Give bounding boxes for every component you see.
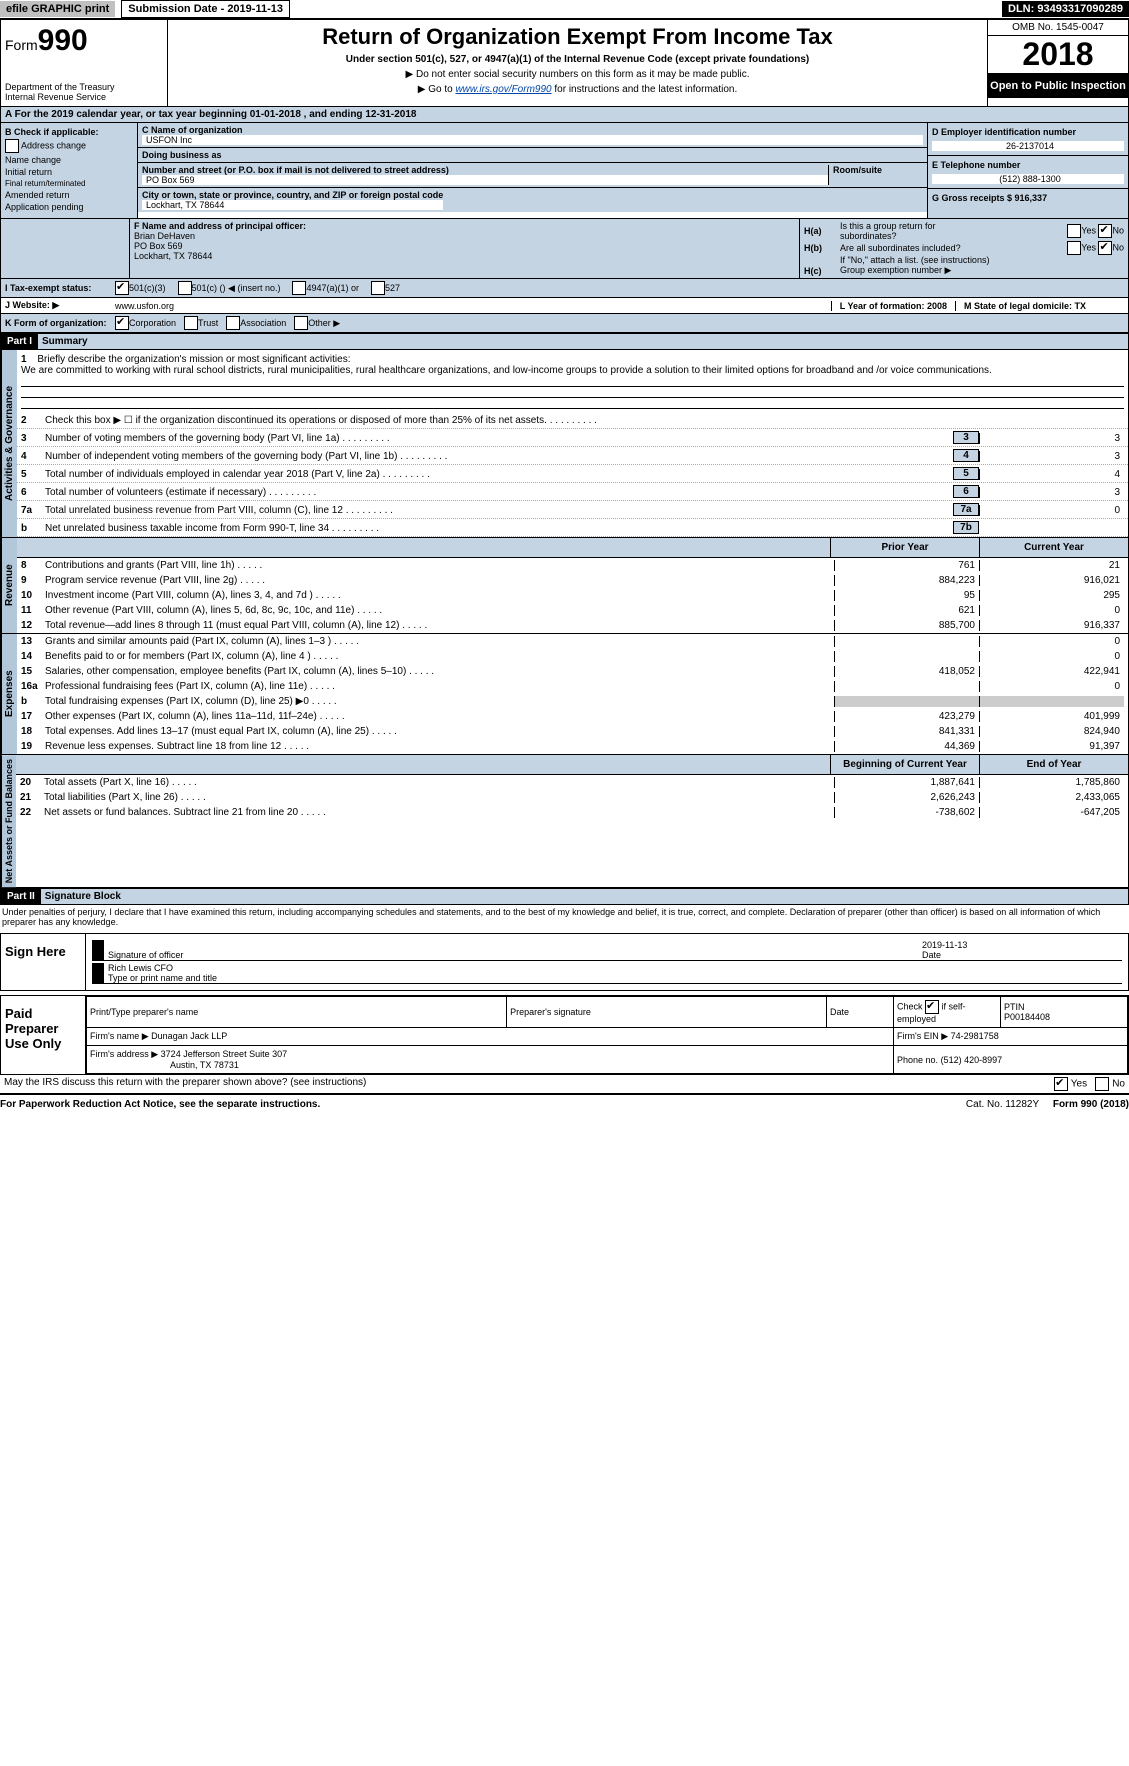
form-label: Form bbox=[5, 37, 38, 53]
tax-year: 2018 bbox=[988, 36, 1128, 74]
activities-vert-label: Activities & Governance bbox=[1, 350, 17, 537]
gross-label: G Gross receipts $ 916,337 bbox=[932, 193, 1047, 203]
dba-label: Doing business as bbox=[142, 150, 222, 160]
sign-here-label: Sign Here bbox=[1, 934, 86, 990]
form-subtitle: Under section 501(c), 527, or 4947(a)(1)… bbox=[172, 54, 983, 65]
trust-checkbox[interactable] bbox=[184, 316, 198, 330]
discuss-yes-checkbox[interactable] bbox=[1054, 1077, 1068, 1091]
ein-val: 26-2137014 bbox=[932, 141, 1124, 151]
expenses-vert-label: Expenses bbox=[1, 634, 17, 754]
addr-label: Number and street (or P.O. box if mail i… bbox=[142, 165, 449, 175]
page-footer: For Paperwork Reduction Act Notice, see … bbox=[0, 1095, 1129, 1114]
instr-1: ▶ Do not enter social security numbers o… bbox=[172, 69, 983, 80]
name-org-label: C Name of organization bbox=[142, 125, 243, 135]
addr-change-checkbox[interactable] bbox=[5, 139, 19, 153]
hb-no-checkbox[interactable] bbox=[1098, 241, 1112, 255]
instr-2-post: for instructions and the latest informat… bbox=[554, 84, 737, 95]
part-i-title: Summary bbox=[42, 336, 88, 347]
part-ii-hdr: Part II bbox=[1, 889, 41, 904]
department: Department of the Treasury Internal Reve… bbox=[5, 82, 163, 102]
city-val: Lockhart, TX 78644 bbox=[142, 200, 443, 210]
city-label: City or town, state or province, country… bbox=[142, 190, 443, 200]
corp-checkbox[interactable] bbox=[115, 316, 129, 330]
instr-2-pre: ▶ Go to bbox=[418, 84, 456, 95]
hb-yes-checkbox[interactable] bbox=[1067, 241, 1081, 255]
open-public: Open to Public Inspection bbox=[988, 74, 1128, 98]
expenses-section: Expenses 13Grants and similar amounts pa… bbox=[0, 634, 1129, 755]
irs-link[interactable]: www.irs.gov/Form990 bbox=[455, 84, 551, 95]
part-ii-title: Signature Block bbox=[45, 891, 121, 902]
box-b: B Check if applicable: Address change Na… bbox=[1, 123, 138, 218]
tel-label: E Telephone number bbox=[932, 160, 1020, 170]
tel-val: (512) 888-1300 bbox=[932, 174, 1124, 184]
part-i-hdr: Part I bbox=[1, 334, 38, 349]
box-b-label: B Check if applicable: bbox=[5, 127, 133, 137]
activities-section: Activities & Governance 1 Briefly descri… bbox=[0, 350, 1129, 538]
discuss-no-checkbox[interactable] bbox=[1095, 1077, 1109, 1091]
ptin: P00184408 bbox=[1004, 1012, 1050, 1022]
firm-name: Dunagan Jack LLP bbox=[151, 1031, 227, 1041]
assoc-checkbox[interactable] bbox=[226, 316, 240, 330]
net-assets-section: Net Assets or Fund Balances Beginning of… bbox=[0, 755, 1129, 888]
ha-no-checkbox[interactable] bbox=[1098, 224, 1112, 238]
revenue-vert-label: Revenue bbox=[1, 538, 17, 633]
revenue-section: Revenue Prior YearCurrent Year 8Contribu… bbox=[0, 538, 1129, 634]
4947-checkbox[interactable] bbox=[292, 281, 306, 295]
submission-date: Submission Date - 2019-11-13 bbox=[121, 0, 290, 18]
form-title: Return of Organization Exempt From Incom… bbox=[172, 24, 983, 50]
firm-ein: 74-2981758 bbox=[951, 1031, 999, 1041]
net-vert-label: Net Assets or Fund Balances bbox=[1, 755, 16, 887]
officer-name: Rich Lewis CFO bbox=[108, 963, 1122, 973]
self-employed-checkbox[interactable] bbox=[925, 1000, 939, 1014]
form-header: Form990 Department of the Treasury Inter… bbox=[0, 19, 1129, 107]
addr-val: PO Box 569 bbox=[142, 175, 828, 185]
firm-phone: (512) 420-8997 bbox=[941, 1055, 1003, 1065]
ein-label: D Employer identification number bbox=[932, 127, 1076, 137]
website-val: www.usfon.org bbox=[115, 301, 174, 311]
preparer-table: Print/Type preparer's name Preparer's si… bbox=[86, 996, 1128, 1074]
top-bar: efile GRAPHIC print Submission Date - 20… bbox=[0, 0, 1129, 19]
org-name: USFON Inc bbox=[142, 135, 923, 145]
527-checkbox[interactable] bbox=[371, 281, 385, 295]
mission-text: We are committed to working with rural s… bbox=[21, 365, 992, 376]
paid-preparer-label: Paid Preparer Use Only bbox=[1, 996, 86, 1074]
box-deg: D Employer identification number 26-21370… bbox=[927, 123, 1128, 218]
501c3-checkbox[interactable] bbox=[115, 281, 129, 295]
form-number: 990 bbox=[38, 24, 88, 57]
501c-checkbox[interactable] bbox=[178, 281, 192, 295]
other-checkbox[interactable] bbox=[294, 316, 308, 330]
penalties-text: Under penalties of perjury, I declare th… bbox=[0, 905, 1129, 929]
box-c: C Name of organizationUSFON Inc Doing bu… bbox=[138, 123, 927, 218]
efile-tag: efile GRAPHIC print bbox=[0, 1, 115, 17]
row-a: A For the 2019 calendar year, or tax yea… bbox=[0, 107, 1129, 123]
box-f: F Name and address of principal officer:… bbox=[130, 219, 800, 278]
dln: DLN: 93493317090289 bbox=[1002, 1, 1129, 17]
room-suite-label: Room/suite bbox=[828, 165, 923, 185]
box-h: H(a)Is this a group return for subordina… bbox=[800, 219, 1128, 278]
ha-yes-checkbox[interactable] bbox=[1067, 224, 1081, 238]
omb-number: OMB No. 1545-0047 bbox=[988, 20, 1128, 36]
